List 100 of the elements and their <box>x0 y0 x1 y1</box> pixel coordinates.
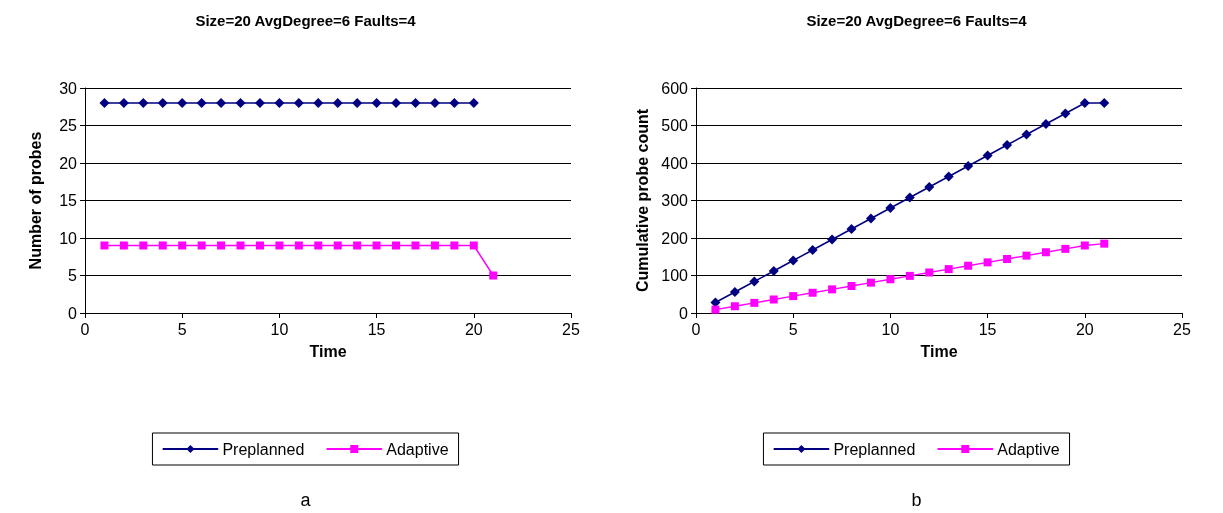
point <box>924 182 935 192</box>
point <box>274 98 285 108</box>
point <box>983 258 992 267</box>
y-tick-label: 5 <box>68 267 78 284</box>
point <box>865 213 876 224</box>
y-tick-label: 100 <box>661 267 689 284</box>
point <box>392 241 401 250</box>
point <box>1080 241 1089 250</box>
point <box>314 241 323 250</box>
y-tick-label: 500 <box>661 117 689 134</box>
point <box>1061 244 1070 253</box>
x-tick-label: 25 <box>562 320 580 338</box>
point <box>332 98 343 108</box>
x-tick-label: 0 <box>80 320 90 338</box>
point <box>352 98 363 108</box>
point <box>1040 119 1051 129</box>
point <box>885 203 896 213</box>
point <box>1022 251 1031 260</box>
point <box>963 161 974 171</box>
y-axis-title: Cumulative probe count <box>633 108 651 293</box>
point <box>1100 239 1109 248</box>
point <box>943 171 954 182</box>
y-tick-label: 600 <box>661 79 689 97</box>
point <box>313 98 324 108</box>
point <box>925 268 934 277</box>
point <box>904 192 915 203</box>
point <box>729 287 740 297</box>
point <box>293 98 304 108</box>
y-tick-label: 0 <box>68 304 78 322</box>
point <box>846 224 857 234</box>
x-tick-label: 10 <box>270 320 289 338</box>
point <box>177 98 188 108</box>
point <box>410 98 421 108</box>
point <box>119 241 128 250</box>
x-tick-label: 15 <box>367 320 386 338</box>
point <box>450 241 459 250</box>
point <box>847 282 856 290</box>
point <box>469 241 478 250</box>
x-tick-label: 20 <box>1075 320 1094 338</box>
point <box>197 241 206 250</box>
point <box>1099 98 1110 108</box>
point <box>1079 98 1090 108</box>
point <box>982 150 993 161</box>
point <box>235 98 246 108</box>
point <box>769 295 778 304</box>
point <box>217 241 226 250</box>
point <box>254 98 265 108</box>
point <box>749 276 760 287</box>
point <box>905 271 914 280</box>
point <box>430 241 439 250</box>
point <box>353 241 362 250</box>
point <box>866 278 875 287</box>
x-tick-label: 5 <box>177 320 187 338</box>
y-tick-label: 30 <box>59 79 78 97</box>
legend-label: Preplanned <box>222 440 305 458</box>
x-tick-label: 0 <box>691 320 701 338</box>
y-tick-label: 25 <box>59 117 78 134</box>
x-tick-label: 10 <box>881 320 900 338</box>
point <box>964 261 973 270</box>
point <box>1003 255 1012 263</box>
point <box>294 241 303 250</box>
x-axis-title: Time <box>920 342 958 360</box>
point <box>138 98 149 108</box>
y-tick-label: 15 <box>59 192 78 209</box>
point <box>157 98 168 108</box>
point <box>1060 108 1071 119</box>
x-tick-label: 25 <box>1173 320 1191 338</box>
point <box>808 288 817 297</box>
point <box>711 305 720 314</box>
point <box>468 98 479 108</box>
point <box>489 271 498 280</box>
point <box>371 98 382 108</box>
point <box>827 234 838 245</box>
point <box>255 241 264 250</box>
point <box>768 266 779 276</box>
point <box>139 241 148 250</box>
point <box>788 255 799 266</box>
text: a <box>300 490 312 510</box>
point <box>99 98 110 108</box>
point <box>807 245 818 255</box>
x-tick-label: 5 <box>788 320 798 338</box>
chart-title: Size=20 AvgDegree=6 Faults=4 <box>195 12 417 29</box>
y-axis-title: Number of probes <box>26 131 44 270</box>
point <box>828 285 837 294</box>
point <box>1002 140 1013 150</box>
point <box>196 98 207 108</box>
point <box>1041 248 1050 257</box>
legend-label: Preplanned <box>833 440 916 458</box>
point <box>372 241 381 250</box>
point <box>429 98 440 108</box>
point <box>886 275 895 284</box>
point <box>178 241 187 250</box>
point <box>216 98 227 108</box>
point <box>449 98 460 108</box>
x-axis-title: Time <box>309 342 347 360</box>
point <box>275 241 284 250</box>
point <box>391 98 402 108</box>
point <box>100 241 109 250</box>
point <box>158 241 167 250</box>
point <box>1021 129 1032 140</box>
